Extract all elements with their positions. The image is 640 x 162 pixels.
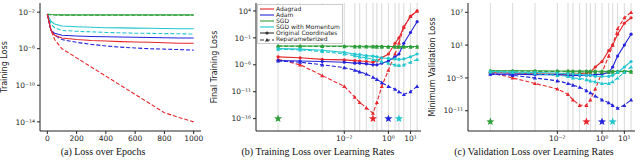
svg-text:800: 800 (157, 134, 172, 143)
svg-text:10⁻⁶: 10⁻⁶ (234, 60, 251, 69)
svg-text:10⁻²: 10⁻² (18, 8, 35, 17)
svg-text:10⁻²: 10⁻² (549, 134, 566, 143)
html-text:(b) Training Loss over Learnin: (b) Training Loss over Learning Rates (241, 146, 395, 157)
html-text:Adagrad: Adagrad (276, 4, 302, 12)
svg-text:10⁻¹⁰: 10⁻¹⁰ (15, 81, 35, 90)
html-text:SGD: SGD (276, 16, 290, 24)
svg-text:10⁻²: 10⁻² (336, 134, 353, 143)
html-text:(c) Validation Loss over Learn: (c) Validation Loss over Learning Rates (454, 146, 614, 157)
svg-text:0: 0 (45, 134, 50, 143)
svg-text:10⁻¹⁴: 10⁻¹⁴ (15, 118, 35, 127)
svg-text:10¹: 10¹ (450, 41, 463, 50)
svg-text:10⁰: 10⁰ (596, 134, 609, 143)
svg-text:1000: 1000 (184, 134, 203, 143)
svg-text:200: 200 (69, 134, 84, 143)
svg-text:600: 600 (128, 134, 143, 143)
html-text:Reparameterized: Reparameterized (276, 35, 328, 43)
svg-text:10⁻⁵: 10⁻⁵ (446, 74, 463, 83)
svg-text:10¹: 10¹ (618, 134, 631, 143)
html-text:Adam: Adam (276, 10, 294, 18)
svg-text:10⁰: 10⁰ (382, 134, 395, 143)
svg-text:Minimum Validation Loss: Minimum Validation Loss (428, 17, 437, 116)
html-text:SGD with Momentum: SGD with Momentum (276, 23, 340, 31)
svg-text:10⁻¹⁶: 10⁻¹⁶ (231, 114, 251, 123)
svg-text:10⁻⁶: 10⁻⁶ (18, 44, 35, 53)
svg-text:10⁻¹¹: 10⁻¹¹ (231, 87, 251, 96)
html-text:Original Coordinates: Original Coordinates (276, 29, 338, 37)
svg-text:10⁷: 10⁷ (450, 8, 463, 17)
svg-text:10⁻¹¹: 10⁻¹¹ (443, 106, 463, 115)
svg-text:Training Loss: Training Loss (8, 41, 9, 94)
svg-text:10¹: 10¹ (404, 134, 417, 143)
svg-text:400: 400 (99, 134, 114, 143)
svg-text:Final Training Loss: Final Training Loss (210, 31, 219, 104)
svg-text:10⁻¹: 10⁻¹ (234, 34, 251, 43)
html-text:(a) Loss over Epochs: (a) Loss over Epochs (60, 146, 146, 157)
svg-text:10⁴: 10⁴ (238, 7, 251, 16)
